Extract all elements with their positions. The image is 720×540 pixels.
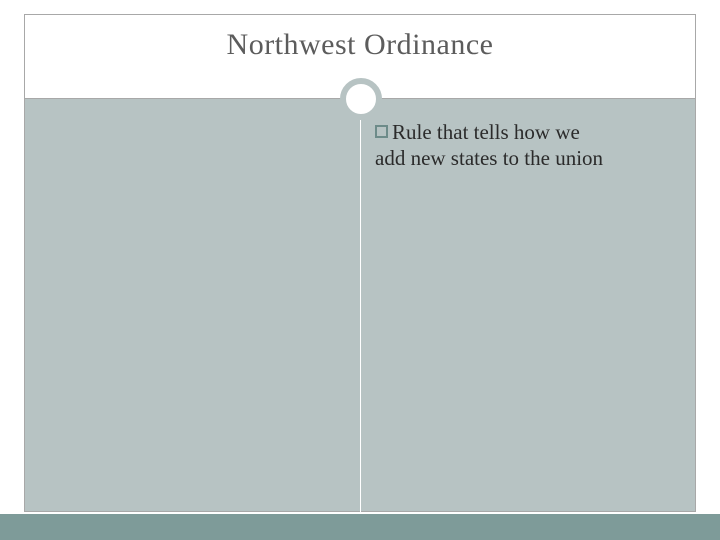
bullet-text-first-line: Rule that tells how we	[392, 120, 580, 146]
bullet-text-continuation: add new states to the union	[375, 146, 665, 172]
square-bullet-icon	[375, 125, 388, 138]
content-area: Rule that tells how we add new states to…	[375, 120, 665, 171]
bullet-item: Rule that tells how we	[375, 120, 665, 146]
slide-container: Northwest Ordinance Rule that tells how …	[0, 0, 720, 540]
vertical-divider	[360, 120, 361, 512]
circle-accent-icon	[340, 78, 382, 120]
slide-title: Northwest Ordinance	[0, 28, 720, 62]
bottom-accent-bar	[0, 514, 720, 540]
